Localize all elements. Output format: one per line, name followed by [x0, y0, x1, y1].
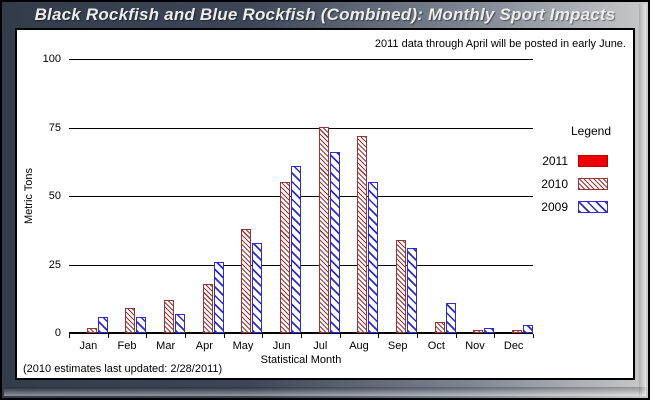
bar-2010-may — [241, 229, 252, 333]
bar-2010-aug — [357, 136, 368, 333]
bar-2010-dec — [512, 330, 522, 333]
bar-2009-aug — [368, 182, 379, 333]
x-tick-label: Mar — [156, 340, 176, 352]
x-tick — [494, 334, 496, 338]
legend-entry-2010: 2010 — [528, 176, 628, 191]
legend-title: Legend — [570, 124, 612, 138]
x-tick — [185, 334, 186, 338]
x-tick-label: May — [232, 340, 254, 352]
bar-2010-apr — [202, 284, 213, 333]
x-tick — [223, 334, 225, 338]
x-tick-label: Jan — [79, 340, 98, 352]
bar-2009-jun — [291, 166, 301, 333]
bar-2010-sep — [396, 240, 406, 333]
y-tick-label: 50 — [48, 190, 61, 202]
bar-2009-sep — [407, 248, 417, 333]
update-footnote: (2010 estimates last updated: 2/28/2011) — [23, 363, 223, 375]
x-tick — [262, 334, 264, 338]
bar-2010-jan — [86, 328, 97, 333]
frame-bevel-right — [639, 4, 646, 396]
x-tick-label: Oct — [427, 340, 445, 352]
x-tick-label: Jul — [313, 340, 328, 352]
x-tick-label: Nov — [465, 340, 485, 352]
gridline — [69, 196, 533, 197]
legend-label: 2009 — [541, 199, 568, 214]
bar-2009-jan — [97, 317, 108, 333]
bar-2010-feb — [125, 308, 136, 333]
y-tick-label: 100 — [42, 53, 61, 65]
bar-2010-jul — [318, 127, 329, 333]
x-tick — [146, 334, 148, 338]
y-tick-label: 25 — [48, 258, 61, 271]
data-availability-note: 2011 data through April will be posted i… — [374, 38, 626, 50]
bar-2009-mar — [175, 314, 185, 333]
bar-2009-dec — [523, 325, 533, 333]
y-axis-title: Metric Tons — [23, 167, 35, 225]
legend-entry-2009: 2009 — [528, 199, 628, 214]
y-tick-label: 75 — [48, 121, 61, 134]
bar-2009-feb — [136, 317, 147, 333]
chart-legend: Legend 2011 2010 2009 — [528, 124, 628, 223]
bar-2009-jul — [329, 152, 340, 333]
gridline — [69, 59, 533, 60]
legend-swatch-hatch-blue-icon — [578, 200, 608, 213]
x-tick-label: Feb — [117, 340, 137, 352]
x-tick — [69, 334, 70, 338]
bar-2010-nov — [473, 330, 484, 333]
bar-2009-oct — [445, 303, 456, 333]
x-tick — [339, 334, 341, 338]
title-bar: Black Rockfish and Blue Rockfish (Combin… — [2, 2, 648, 28]
legend-label: 2010 — [541, 176, 568, 191]
legend-swatch-hatch-maroon-icon — [578, 177, 608, 190]
x-tick-label: Dec — [503, 340, 524, 352]
frame-bevel-bottom — [4, 387, 646, 396]
x-tick-label: Sep — [387, 340, 408, 352]
bar-2009-may — [252, 243, 263, 333]
gridline — [69, 127, 533, 129]
chart-panel: 2011 data through April will be posted i… — [15, 28, 635, 380]
x-axis-title: Statistical Month — [260, 354, 342, 366]
x-tick — [533, 334, 534, 338]
x-tick — [301, 334, 302, 338]
gridline — [69, 264, 533, 266]
bar-2010-oct — [434, 322, 445, 333]
window-title: Black Rockfish and Blue Rockfish (Combin… — [34, 5, 616, 24]
x-tick — [417, 334, 418, 338]
y-tick-label: 0 — [54, 327, 61, 339]
x-tick-label: Aug — [349, 340, 369, 352]
x-tick — [378, 334, 380, 338]
bar-2009-apr — [213, 262, 224, 333]
x-tick-label: Apr — [195, 340, 213, 352]
x-tick — [107, 334, 109, 338]
legend-label: 2011 — [542, 153, 568, 168]
bar-2010-jun — [280, 182, 290, 333]
x-axis-line — [69, 332, 533, 334]
legend-swatch-solid-red-icon — [578, 154, 608, 167]
legend-entry-2011: 2011 — [528, 153, 628, 168]
bar-2010-mar — [164, 300, 174, 333]
bar-2009-nov — [484, 328, 495, 333]
x-tick-label: Jun — [272, 340, 291, 352]
x-tick — [455, 334, 457, 338]
